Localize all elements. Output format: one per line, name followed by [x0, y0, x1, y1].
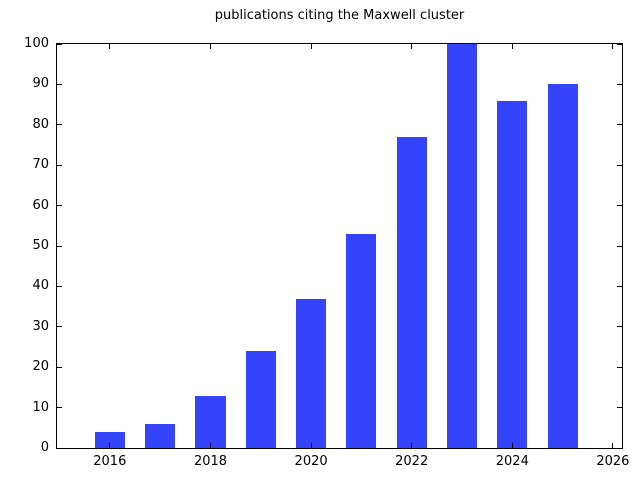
- y-tick-right-90: [617, 83, 622, 85]
- bar-2025: [547, 84, 578, 448]
- bar-2022: [396, 136, 427, 448]
- bar-2020: [296, 298, 327, 448]
- y-tick-left-40: [57, 285, 62, 287]
- bar-2017: [145, 423, 176, 448]
- x-tick-label-2024: 2024: [495, 454, 529, 469]
- y-tick-right-10: [617, 407, 622, 409]
- bar-2023: [446, 44, 478, 448]
- x-tick-top-2016: [109, 44, 111, 49]
- y-tick-label-60: 60: [32, 197, 49, 213]
- x-tick-label-2022: 2022: [395, 454, 429, 469]
- y-tick-label-30: 30: [32, 318, 49, 334]
- y-tick-right-100: [617, 43, 622, 45]
- y-tick-right-40: [617, 285, 622, 287]
- y-tick-left-50: [57, 245, 62, 247]
- x-tick-top-2020: [310, 44, 312, 49]
- y-tick-left-60: [57, 205, 62, 207]
- x-tick-label-2026: 2026: [596, 454, 630, 469]
- y-tick-right-0: [617, 447, 622, 449]
- y-tick-label-0: 0: [40, 440, 49, 455]
- y-tick-left-30: [57, 326, 62, 328]
- y-tick-label-100: 100: [24, 36, 49, 51]
- x-tick-top-2026: [612, 44, 614, 49]
- x-tick-label-2020: 2020: [294, 454, 328, 469]
- x-tick-label-2018: 2018: [193, 454, 228, 469]
- y-tick-right-70: [617, 164, 622, 166]
- y-tick-right-30: [617, 326, 622, 328]
- y-tick-label-80: 80: [32, 116, 49, 132]
- y-tick-left-20: [57, 366, 62, 368]
- y-tick-label-40: 40: [32, 278, 49, 294]
- x-tick-top-2022: [411, 44, 413, 49]
- y-tick-left-10: [57, 407, 62, 409]
- y-tick-label-10: 10: [32, 399, 49, 415]
- y-tick-left-90: [57, 83, 62, 85]
- y-tick-label-50: 50: [32, 238, 49, 253]
- x-tick-bottom-2020: [310, 443, 312, 448]
- y-tick-label-20: 20: [32, 359, 49, 375]
- x-tick-top-2024: [511, 44, 513, 49]
- y-tick-label-70: 70: [32, 157, 49, 173]
- x-tick-bottom-2024: [511, 443, 513, 448]
- bar-2024: [497, 100, 528, 448]
- y-tick-right-80: [617, 124, 622, 126]
- bar-2021: [346, 233, 377, 448]
- y-tick-left-100: [57, 43, 62, 45]
- x-tick-bottom-2022: [411, 443, 413, 448]
- y-tick-right-50: [617, 245, 622, 247]
- bar-2019: [245, 351, 276, 448]
- chart-title: publications citing the Maxwell cluster: [214, 8, 465, 23]
- bar-2018: [195, 395, 226, 448]
- x-tick-label-2016: 2016: [93, 454, 127, 469]
- y-tick-left-0: [57, 447, 62, 449]
- x-tick-bottom-2026: [612, 443, 614, 448]
- y-tick-right-60: [617, 205, 622, 207]
- bar-2016: [94, 431, 125, 448]
- x-tick-top-2018: [210, 44, 211, 49]
- y-tick-left-70: [57, 164, 62, 166]
- x-tick-bottom-2018: [210, 443, 211, 448]
- y-tick-left-80: [57, 124, 62, 126]
- plot-area: [56, 43, 623, 449]
- y-tick-label-90: 90: [32, 76, 49, 92]
- y-tick-right-20: [617, 366, 622, 368]
- x-tick-bottom-2016: [109, 443, 111, 448]
